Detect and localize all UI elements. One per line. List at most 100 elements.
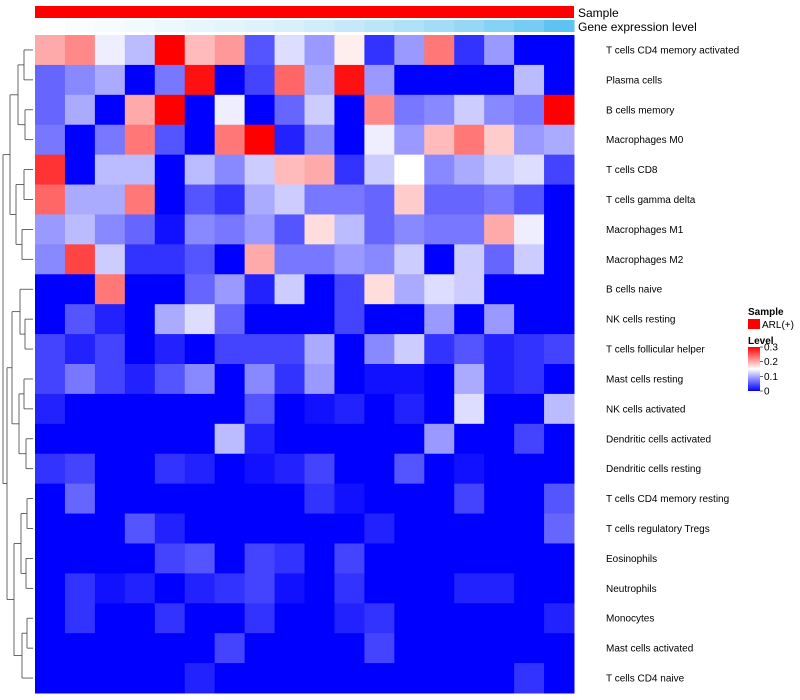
heatmap-cell	[184, 364, 216, 395]
heatmap-cell	[184, 214, 216, 245]
heatmap-cell	[184, 423, 216, 455]
heatmap-cell	[484, 513, 515, 544]
heatmap-cell	[424, 633, 455, 664]
gene-expression-cell	[484, 20, 515, 32]
heatmap-cell	[154, 304, 186, 335]
heatmap-cell	[244, 334, 276, 365]
heatmap-cell	[64, 423, 96, 455]
heatmap-cell	[184, 35, 216, 66]
legend-sample-entry: ARL(+)	[762, 320, 794, 331]
row-label: NK cells activated	[606, 404, 685, 415]
heatmap-cell	[334, 663, 365, 694]
heatmap-cell	[35, 214, 66, 245]
heatmap-cell	[364, 364, 395, 395]
heatmap-cell	[454, 64, 485, 96]
heatmap-cell	[484, 35, 515, 66]
heatmap-cell	[154, 94, 186, 126]
heatmap-cell	[304, 453, 335, 485]
heatmap-cell	[154, 364, 186, 395]
heatmap-cell	[94, 64, 126, 96]
heatmap-cell	[64, 393, 96, 425]
heatmap-cell	[484, 214, 515, 245]
heatmap-cell	[244, 633, 276, 664]
heatmap-cell	[35, 513, 66, 544]
heatmap-cell	[394, 184, 425, 215]
row-dendrogram	[2, 49, 33, 679]
heatmap-cell	[424, 603, 455, 634]
heatmap-cell	[544, 393, 575, 425]
heatmap-cell	[35, 483, 66, 515]
heatmap-cell	[184, 573, 216, 604]
heatmap-cell	[394, 364, 425, 395]
heatmap-cell	[304, 663, 335, 694]
heatmap-cell	[154, 573, 186, 604]
row-label: B cells naive	[606, 285, 663, 296]
heatmap-cell	[124, 663, 156, 694]
heatmap-cell	[274, 603, 305, 634]
heatmap-cell	[64, 94, 96, 126]
heatmap-cell	[124, 633, 156, 664]
heatmap-cell	[214, 573, 246, 604]
heatmap-cell	[364, 244, 395, 275]
heatmap-cell	[304, 573, 335, 604]
heatmap-cell	[424, 423, 455, 455]
level-colorbar-ticks: 0 0.1 0.2 0.3	[760, 343, 778, 398]
heatmap-cell	[35, 274, 66, 305]
row-label: Dendritic cells resting	[606, 464, 701, 475]
heatmap-cell	[154, 124, 186, 156]
heatmap-cell	[124, 214, 156, 245]
heatmap-cell	[274, 334, 305, 365]
row-label: Macrophages M2	[606, 255, 684, 266]
heatmap-cell	[35, 64, 66, 96]
heatmap-cell	[454, 184, 485, 215]
heatmap-cell	[124, 364, 156, 395]
heatmap-cell	[124, 393, 156, 425]
heatmap-cell	[184, 543, 216, 574]
heatmap-cell	[124, 94, 156, 126]
heatmap-cell	[334, 603, 365, 634]
heatmap-cell	[544, 304, 575, 335]
heatmap-cell	[514, 393, 545, 425]
heatmap-cell	[214, 633, 246, 664]
heatmap-cell	[454, 543, 485, 574]
heatmap-cell	[394, 124, 425, 156]
legend-sample-title: Sample	[748, 307, 784, 318]
heatmap-cell	[484, 94, 515, 126]
heatmap-cell	[94, 94, 126, 126]
heatmap-cell	[244, 573, 276, 604]
heatmap-cell	[514, 364, 545, 395]
heatmap-cell	[484, 274, 515, 305]
heatmap-cell	[394, 573, 425, 604]
heatmap-cell	[154, 513, 186, 544]
heatmap-cell	[274, 393, 305, 425]
heatmap-cell	[454, 124, 485, 156]
heatmap-cell	[424, 274, 455, 305]
heatmap-cell	[214, 364, 246, 395]
heatmap-cell	[94, 154, 126, 186]
gene-expression-cell	[394, 20, 425, 32]
heatmap-cell	[454, 334, 485, 365]
heatmap-cell	[514, 513, 545, 544]
heatmap-cell	[394, 35, 425, 66]
heatmap-cell	[154, 244, 186, 275]
gene-expression-cell	[94, 20, 126, 32]
heatmap-cell	[94, 214, 126, 245]
heatmap-cell	[35, 184, 66, 215]
heatmap-cell	[64, 364, 96, 395]
heatmap-cell	[244, 154, 276, 186]
heatmap-cell	[274, 35, 305, 66]
row-label: Monocytes	[606, 614, 654, 625]
heatmap-cell	[274, 94, 305, 126]
heatmap-cell	[214, 214, 246, 245]
heatmap-cell	[94, 35, 126, 66]
heatmap-cell	[64, 35, 96, 66]
heatmap-cell	[544, 64, 575, 96]
heatmap-cell	[214, 184, 246, 215]
heatmap-cell	[394, 304, 425, 335]
heatmap-cell	[124, 603, 156, 634]
heatmap-cell	[94, 184, 126, 215]
row-label: T cells CD8	[606, 165, 658, 176]
heatmap-cell	[184, 453, 216, 485]
heatmap-cell	[544, 35, 575, 66]
heatmap-cell	[124, 184, 156, 215]
